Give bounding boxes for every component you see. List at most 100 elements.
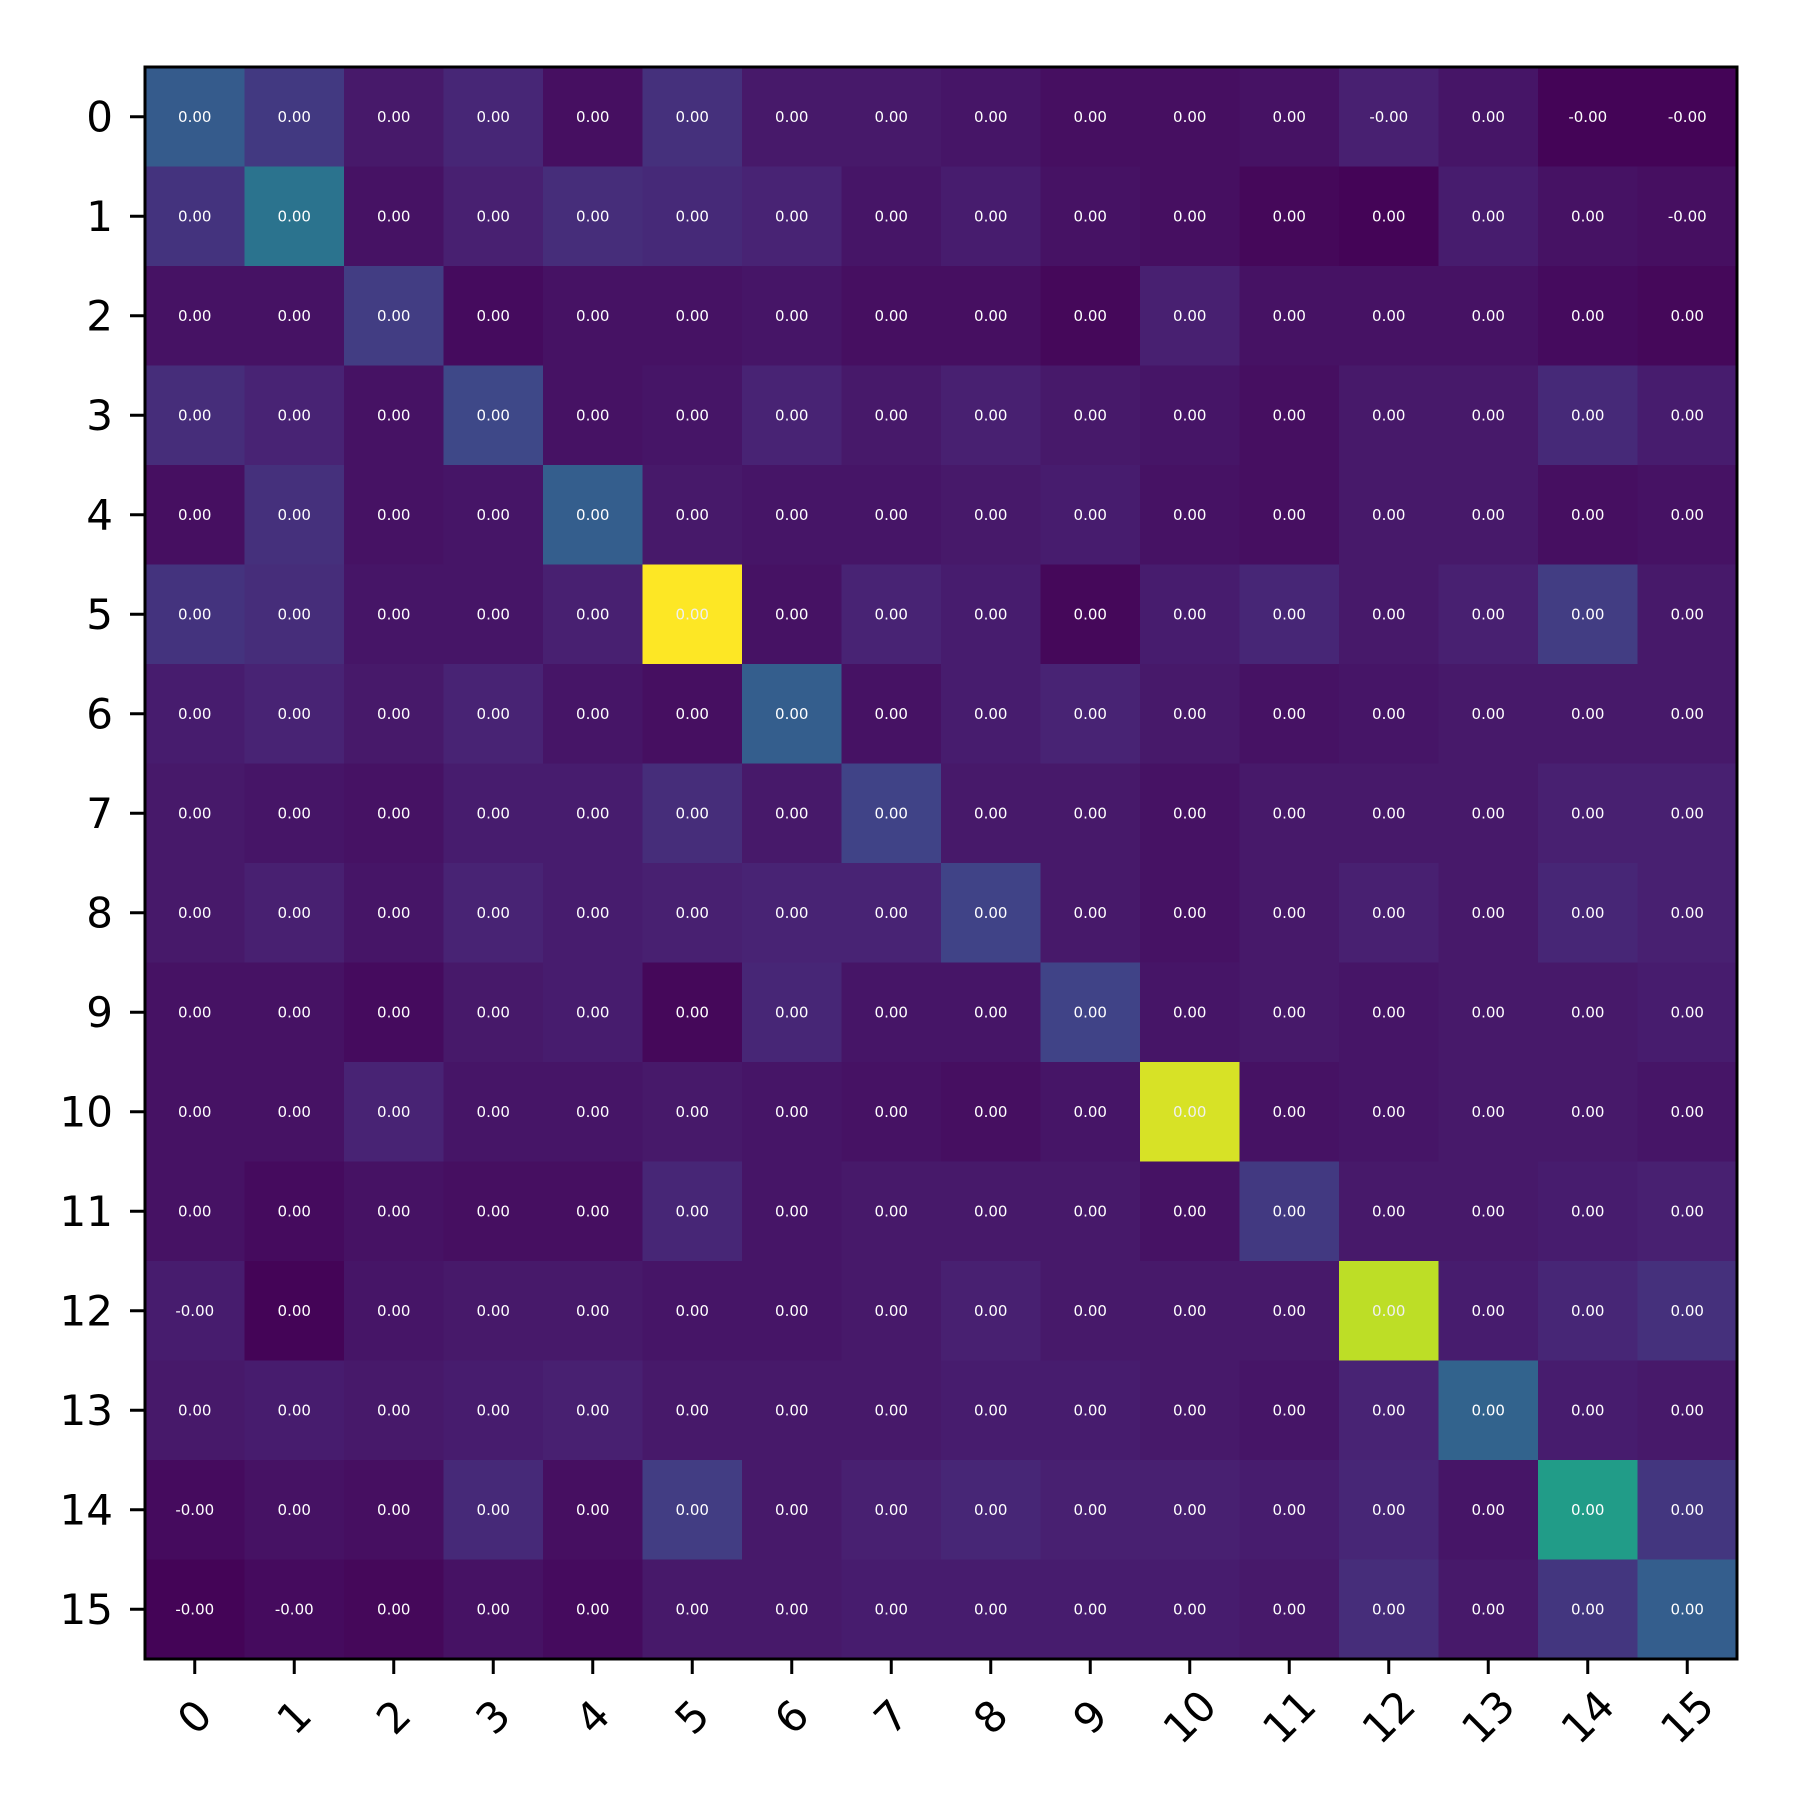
cell-value-label: 0.00 xyxy=(775,1302,808,1320)
heatmap-cell xyxy=(1040,1460,1141,1561)
heatmap-cell xyxy=(1040,1559,1141,1660)
heatmap-cell xyxy=(344,266,445,367)
heatmap-cell xyxy=(941,1559,1042,1660)
heatmap-cell xyxy=(344,67,445,168)
x-tick-label: 14 xyxy=(1552,1681,1624,1753)
heatmap-cell xyxy=(642,365,743,466)
heatmap-cell xyxy=(244,763,345,864)
cell-value-label: 0.00 xyxy=(576,307,609,325)
heatmap-cell xyxy=(1637,564,1738,665)
cell-value-label: 0.00 xyxy=(676,108,709,126)
cell-value-label: 0.00 xyxy=(1372,705,1405,723)
x-tick-label: 3 xyxy=(466,1690,520,1744)
y-tick-label: 3 xyxy=(86,391,113,440)
heatmap-cell xyxy=(1339,1460,1440,1561)
heatmap-cell xyxy=(742,67,843,168)
heatmap-cell xyxy=(543,166,644,267)
heatmap-cell xyxy=(1538,465,1639,566)
heatmap-cell xyxy=(1637,266,1738,367)
heatmap-cell xyxy=(145,863,246,964)
heatmap-cell xyxy=(1239,564,1340,665)
heatmap-cell xyxy=(443,1261,544,1362)
heatmap-cell xyxy=(344,1161,445,1262)
heatmap-cell xyxy=(1140,1360,1241,1461)
cell-value-label: 0.00 xyxy=(1372,605,1405,623)
y-tick-label: 8 xyxy=(86,888,113,937)
cell-value-label: 0.00 xyxy=(1571,1600,1604,1618)
cell-value-label: 0.00 xyxy=(1372,1600,1405,1618)
cell-value-label: 0.00 xyxy=(1273,406,1306,424)
cell-value-label: 0.00 xyxy=(178,605,211,623)
heatmap-cell xyxy=(1438,564,1539,665)
heatmap-cell xyxy=(742,664,843,765)
cell-value-label: 0.00 xyxy=(1571,307,1604,325)
heatmap-cell xyxy=(1339,67,1440,168)
y-tick-label: 1 xyxy=(86,192,113,241)
heatmap-cell xyxy=(543,266,644,367)
heatmap-cell xyxy=(941,962,1042,1063)
heatmap-cell xyxy=(642,1559,743,1660)
heatmap-cell xyxy=(1339,763,1440,864)
cell-value-label: 0.00 xyxy=(775,506,808,524)
cell-value-label: 0.00 xyxy=(1571,804,1604,822)
heatmap-cell xyxy=(1040,763,1141,864)
cell-value-label: 0.00 xyxy=(1472,605,1505,623)
heatmap-cell xyxy=(344,1062,445,1163)
cell-value-label: 0.00 xyxy=(1372,1401,1405,1419)
cell-value-label: 0.00 xyxy=(1571,1202,1604,1220)
cell-value-label: 0.00 xyxy=(477,1302,510,1320)
heatmap-cell xyxy=(642,266,743,367)
cell-value-label: 0.00 xyxy=(576,1401,609,1419)
cell-value-label: 0.00 xyxy=(974,1401,1007,1419)
cell-value-label: 0.00 xyxy=(974,1202,1007,1220)
y-tick-label: 9 xyxy=(86,988,113,1037)
heatmap-cell xyxy=(1239,863,1340,964)
cell-value-label: 0.00 xyxy=(1173,1501,1206,1519)
heatmap-cell xyxy=(1438,365,1539,466)
cell-value-label: 0.00 xyxy=(178,506,211,524)
cell-value-label: 0.00 xyxy=(278,108,311,126)
heatmap-cell xyxy=(742,1559,843,1660)
cell-value-label: 0.00 xyxy=(1372,804,1405,822)
heatmap-cell xyxy=(145,1460,246,1561)
heatmap-cell xyxy=(841,1261,942,1362)
cell-value-label: -0.00 xyxy=(1369,108,1408,126)
x-tick-label: 13 xyxy=(1452,1681,1524,1753)
heatmap-cell xyxy=(642,664,743,765)
heatmap-cell xyxy=(1040,863,1141,964)
heatmap-cell xyxy=(642,1261,743,1362)
cell-value-label: 0.00 xyxy=(278,307,311,325)
heatmap-cell xyxy=(1438,67,1539,168)
cell-value-label: 0.00 xyxy=(178,705,211,723)
heatmap-cell xyxy=(145,67,246,168)
cell-value-label: 0.00 xyxy=(377,506,410,524)
cell-value-label: 0.00 xyxy=(1372,1202,1405,1220)
heatmap-cell xyxy=(742,1460,843,1561)
cell-value-label: 0.00 xyxy=(178,904,211,922)
heatmap-cell xyxy=(1438,664,1539,765)
heatmap-cell xyxy=(145,664,246,765)
heatmap-cell xyxy=(344,1261,445,1362)
heatmap-cell xyxy=(244,67,345,168)
heatmap-cell xyxy=(1140,365,1241,466)
cell-value-label: 0.00 xyxy=(278,1501,311,1519)
heatmap-cell xyxy=(1040,266,1141,367)
heatmap-cell xyxy=(1438,1559,1539,1660)
x-tick-label: 4 xyxy=(566,1690,620,1744)
heatmap-cell xyxy=(1040,67,1141,168)
cell-value-label: 0.00 xyxy=(775,207,808,225)
cell-value-label: 0.00 xyxy=(576,1600,609,1618)
cell-value-label: 0.00 xyxy=(1074,804,1107,822)
heatmap-cell xyxy=(1239,1460,1340,1561)
x-tick-label: 11 xyxy=(1253,1681,1325,1753)
heatmap-cell xyxy=(244,1062,345,1163)
cell-value-label: 0.00 xyxy=(377,1401,410,1419)
cell-value-label: 0.00 xyxy=(377,108,410,126)
cell-value-label: 0.00 xyxy=(178,108,211,126)
heatmap-cell xyxy=(543,67,644,168)
heatmap-cell xyxy=(941,1360,1042,1461)
heatmap-cell xyxy=(1438,1161,1539,1262)
heatmap-cell xyxy=(1637,1062,1738,1163)
cell-value-label: 0.00 xyxy=(1173,307,1206,325)
cell-value-label: 0.00 xyxy=(1372,1103,1405,1121)
